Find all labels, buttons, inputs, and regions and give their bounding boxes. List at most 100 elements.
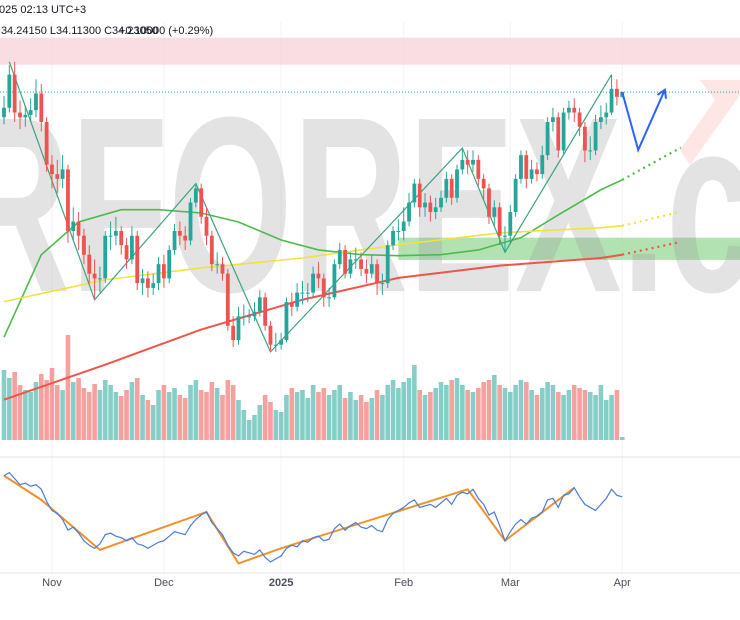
candle-body bbox=[18, 112, 22, 118]
candle-body bbox=[311, 273, 316, 293]
candle-body bbox=[263, 297, 268, 326]
volume-bar bbox=[161, 385, 167, 440]
candle-body bbox=[231, 325, 236, 341]
candle-body bbox=[236, 316, 241, 341]
volume-bar bbox=[294, 392, 300, 440]
volume-bar bbox=[12, 372, 17, 440]
volume-bar bbox=[539, 388, 545, 440]
volume-bar bbox=[268, 402, 273, 440]
header-ohlc: H34.24150 L34.11300 C34.23050 bbox=[0, 25, 158, 37]
volume-bar bbox=[369, 398, 375, 440]
candle-body bbox=[519, 155, 523, 179]
candle-body bbox=[492, 207, 497, 217]
x-tick-label: Dec bbox=[154, 577, 174, 589]
ma-projection bbox=[621, 210, 682, 227]
volume-bar bbox=[49, 368, 55, 440]
volume-bar bbox=[134, 378, 140, 440]
candle-body bbox=[124, 245, 129, 260]
volume-bar bbox=[273, 410, 279, 440]
candle-body bbox=[204, 216, 209, 236]
candle-body bbox=[119, 231, 124, 246]
candle-body bbox=[524, 155, 529, 179]
candle-body bbox=[471, 159, 475, 165]
volume-bar bbox=[390, 380, 396, 440]
candle-body bbox=[220, 264, 225, 274]
candle-body bbox=[114, 231, 118, 236]
volume-bar bbox=[33, 382, 39, 440]
candle-body bbox=[348, 259, 353, 274]
candle-body bbox=[380, 283, 385, 285]
volume-bar bbox=[108, 385, 113, 440]
candle-body bbox=[209, 235, 214, 265]
volume-bar bbox=[534, 395, 540, 440]
volume-bar bbox=[92, 384, 97, 440]
x-tick-label: Mar bbox=[501, 577, 520, 589]
candle-body bbox=[247, 316, 252, 318]
candle-body bbox=[423, 202, 427, 208]
volume-bar bbox=[417, 390, 422, 440]
candle-body bbox=[439, 197, 443, 208]
volume-bar bbox=[518, 380, 524, 440]
volume-bar bbox=[374, 390, 380, 440]
candle-body bbox=[135, 235, 140, 284]
candle-body bbox=[487, 188, 491, 217]
candle-body bbox=[535, 169, 539, 175]
volume-bar bbox=[449, 380, 454, 440]
candle-body bbox=[2, 107, 6, 118]
candle-body bbox=[279, 340, 284, 345]
volume-bar bbox=[619, 437, 625, 440]
volume-bar bbox=[486, 380, 492, 440]
watermark: RFOREX.c bbox=[0, 65, 740, 344]
volume-bar bbox=[316, 392, 321, 440]
volume-bar bbox=[523, 382, 529, 440]
candle-body bbox=[337, 249, 342, 265]
candle-body bbox=[433, 207, 438, 213]
candle-body bbox=[268, 325, 273, 345]
volume-bar bbox=[502, 388, 508, 440]
candle-body bbox=[60, 169, 65, 179]
volume-bar bbox=[348, 392, 353, 440]
header-change: +0.10000 (+0.29%) bbox=[119, 25, 213, 37]
volume-bar bbox=[513, 385, 518, 440]
volume-bar bbox=[507, 392, 513, 440]
candle-body bbox=[455, 169, 459, 198]
candle-body bbox=[71, 221, 76, 231]
volume-bar bbox=[236, 400, 241, 440]
volume-bar bbox=[65, 335, 71, 440]
volume-bar bbox=[54, 385, 60, 440]
candle-body bbox=[593, 121, 598, 151]
volume-bar bbox=[129, 382, 135, 440]
candle-body bbox=[588, 150, 593, 152]
volume-bar bbox=[342, 398, 348, 440]
volume-bar bbox=[358, 395, 364, 440]
volume-bar bbox=[241, 410, 247, 440]
volume-bar bbox=[284, 395, 289, 440]
candle-body bbox=[7, 74, 12, 108]
candle-body bbox=[295, 292, 300, 307]
volume-bar bbox=[561, 395, 566, 440]
candle-body bbox=[481, 178, 486, 189]
candle-body bbox=[497, 207, 502, 236]
candle-body bbox=[577, 112, 582, 127]
candle-body bbox=[167, 249, 172, 279]
volume-bar bbox=[401, 382, 407, 440]
volume-bar bbox=[550, 385, 556, 440]
candle-body bbox=[215, 264, 220, 266]
candle-body bbox=[572, 107, 577, 113]
price-zone bbox=[0, 37, 740, 65]
candle-body bbox=[289, 302, 294, 307]
candle-body bbox=[545, 121, 550, 156]
x-tick-label: Nov bbox=[42, 577, 62, 589]
volume-bar bbox=[28, 392, 33, 440]
volume-bar bbox=[39, 374, 44, 440]
volume-bar bbox=[198, 390, 204, 440]
forecast-arrowhead bbox=[656, 88, 667, 99]
candle-body bbox=[529, 169, 534, 179]
candle-body bbox=[359, 259, 363, 269]
volume-bar bbox=[460, 385, 465, 440]
volume-bar bbox=[214, 388, 220, 440]
volume-bar bbox=[396, 388, 401, 440]
volume-bar bbox=[193, 380, 199, 440]
